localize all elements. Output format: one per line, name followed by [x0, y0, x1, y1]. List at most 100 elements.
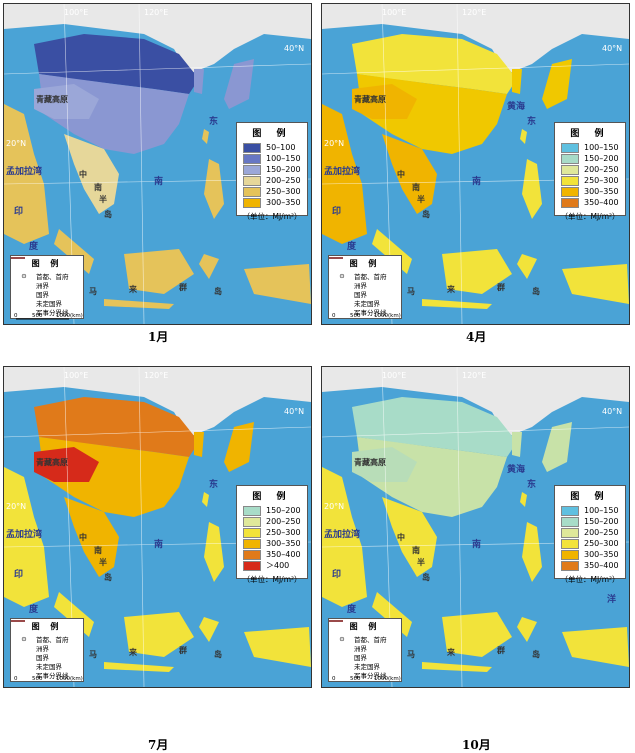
place-bay: 孟加拉湾 [6, 167, 43, 177]
symbol-label: 首都、首府 [354, 272, 387, 281]
scale-label-1000: 1000(km) [374, 313, 401, 319]
sumatra [372, 592, 412, 637]
symbol-row: ⊙ 首都、首府 [329, 271, 401, 281]
legend-swatch [243, 527, 261, 538]
southeast-asia [64, 497, 119, 577]
map-panel-april: 100°E 120°E 40°N 20°N 青藏高原 孟加拉湾 印 度 中 南 … [321, 3, 630, 325]
place-pen-ban: 半 [99, 557, 107, 567]
place-ocean-yang: 洋 [607, 595, 617, 605]
place-arch-qun: 群 [179, 282, 187, 292]
lon-label-100: 100°E [64, 371, 89, 380]
legend-row: 250–300 [237, 527, 307, 538]
legend-title: 图 例 [252, 129, 292, 139]
japan [224, 59, 254, 109]
scale-label-500: 500 [32, 676, 43, 682]
southeast-asia [382, 497, 437, 577]
place-sea-east: 东 [209, 480, 219, 490]
legend-row: 100–150 [555, 142, 625, 153]
panel-caption-january: 1月 [148, 330, 169, 344]
symbol-legend: 图 例 ⊙ 首都、首府 洲界 国界 未定国界 军事分界线 [328, 255, 402, 319]
indonesia-borneo [442, 612, 512, 657]
symbol-legend: 图 例 ⊙ 首都、首府 洲界 国界 未定国界 军事分界线 [10, 618, 84, 682]
legend-swatch [243, 164, 261, 175]
legend-title: 图 例 [570, 129, 610, 139]
legend-swatch [561, 142, 579, 153]
legend-row: 150–200 [237, 505, 307, 516]
place-pen-dao: 岛 [422, 209, 430, 219]
tibet-plateau [352, 447, 417, 482]
symbol-row: ⊙ 首都、首府 [11, 634, 83, 644]
place-arch-dao: 岛 [532, 286, 540, 296]
java [104, 662, 174, 672]
legend-unit: （单位：MJ/m²） [242, 575, 302, 584]
legend-row: ＞400 [237, 560, 307, 571]
legend-swatch [243, 197, 261, 208]
legend-label: 100–150 [584, 506, 619, 515]
symbol-row: 军事分界线 [11, 620, 83, 680]
lon-label-100: 100°E [382, 371, 407, 380]
legend-swatch [561, 538, 579, 549]
place-arch-lai: 来 [447, 284, 455, 294]
place-pen-zhong: 中 [397, 169, 405, 179]
legend-title: 图 例 [570, 492, 610, 502]
legend-row: 100–150 [555, 505, 625, 516]
legend-row: 150–200 [555, 516, 625, 527]
place-plateau: 青藏高原 [354, 94, 386, 104]
place-arch-lai: 来 [447, 647, 455, 657]
place-plateau: 青藏高原 [36, 94, 68, 104]
place-plateau: 青藏高原 [36, 457, 68, 467]
capital-icon: ⊙ [339, 634, 345, 643]
legend-swatch [243, 142, 261, 153]
symbol-label: 未定国界 [354, 299, 380, 308]
place-arch-lai: 来 [129, 647, 137, 657]
place-arch-dao: 岛 [214, 286, 222, 296]
place-arch-qun: 群 [497, 645, 505, 655]
scale-label-0: 0 [14, 676, 18, 682]
place-ocean-du: 度 [347, 242, 357, 252]
symbol-label: 未定国界 [36, 662, 62, 671]
new-guinea [562, 627, 629, 667]
sulawesi [199, 617, 219, 642]
legend-row: 300–350 [237, 197, 307, 208]
place-arch-ma: 马 [407, 286, 415, 296]
lat-label-20: 20°N [324, 139, 345, 148]
legend-label: 100–150 [266, 154, 301, 163]
scale-label-500: 500 [350, 313, 361, 319]
legend-label: 200–250 [266, 176, 301, 185]
legend-label: 250–300 [584, 539, 619, 548]
lat-label-40: 40°N [284, 407, 305, 416]
legend-unit: （单位：MJ/m²） [242, 212, 302, 221]
legend-label: 350–400 [584, 561, 619, 570]
tibet-plateau [352, 84, 417, 119]
java [104, 299, 174, 309]
symbol-label: 洲界 [354, 644, 367, 653]
legend-label: 200–250 [266, 517, 301, 526]
legend-title: 图 例 [252, 492, 292, 502]
legend-label: 300–350 [266, 539, 301, 548]
legend-label: 150–200 [266, 165, 301, 174]
lat-label-40: 40°N [602, 407, 623, 416]
symbol-row: 军事分界线 [329, 620, 401, 680]
southeast-asia [64, 134, 119, 214]
symbol-label: 洲界 [354, 281, 367, 290]
legend-row: 200–250 [555, 527, 625, 538]
place-ocean-du: 度 [29, 605, 39, 615]
legend-row: 350–400 [237, 549, 307, 560]
philippines [204, 159, 224, 219]
legend-label: 150–200 [266, 506, 301, 515]
place-sea-east: 东 [527, 480, 537, 490]
legend-swatch [561, 164, 579, 175]
legend-swatch [243, 153, 261, 164]
indonesia-borneo [442, 249, 512, 294]
indonesia-borneo [124, 612, 194, 657]
indonesia-borneo [124, 249, 194, 294]
legend-swatch [561, 516, 579, 527]
value-legend: 图 例 150–200 200–250 250–300 300–350 350–… [236, 485, 308, 584]
place-bay: 孟加拉湾 [6, 530, 43, 540]
symbol-label: 军事分界线 [36, 671, 69, 680]
new-guinea [244, 627, 311, 667]
lat-label-40: 40°N [602, 44, 623, 53]
symbol-label: 首都、首府 [36, 272, 69, 281]
place-arch-dao: 岛 [214, 649, 222, 659]
place-sea-east: 东 [527, 117, 537, 127]
